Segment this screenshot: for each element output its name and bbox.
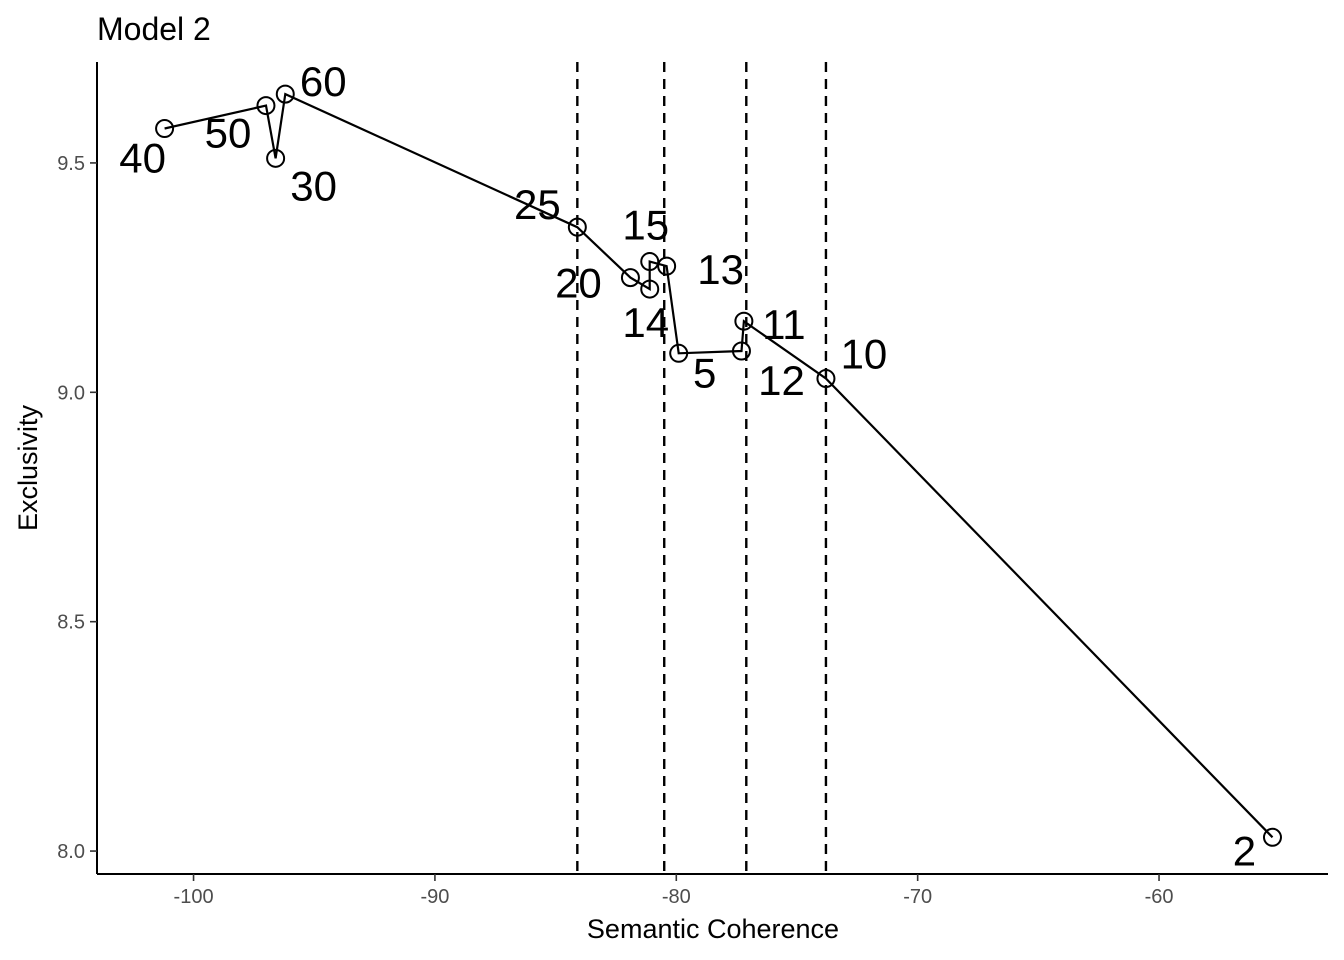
- x-tick-label: -100: [174, 886, 214, 908]
- data-point: [816, 369, 836, 389]
- point-label: 13: [697, 246, 744, 293]
- y-tick-label: 9.5: [57, 153, 85, 175]
- y-tick-label: 9.0: [57, 382, 85, 404]
- y-tick-label: 8.5: [57, 612, 85, 634]
- series-group: [164, 92, 1274, 839]
- point-label: 14: [622, 299, 669, 346]
- data-point: [734, 311, 754, 331]
- y-tick-label: 8.0: [57, 841, 85, 863]
- data-point: [620, 268, 640, 288]
- point-label: 20: [555, 260, 602, 307]
- data-point: [275, 84, 295, 104]
- data-point: [1262, 827, 1282, 847]
- x-tick-label: -70: [903, 886, 932, 908]
- data-point: [731, 341, 751, 361]
- x-tick-label: -60: [1145, 886, 1174, 908]
- reference-lines: [576, 62, 828, 874]
- points-group: [155, 84, 1282, 847]
- point-label: 25: [514, 181, 561, 228]
- point-label: 40: [119, 135, 166, 182]
- x-tick-label: -80: [662, 886, 691, 908]
- data-point: [640, 252, 660, 272]
- y-axis-title: Exclusivity: [13, 404, 43, 531]
- data-point: [669, 343, 689, 363]
- data-point: [657, 256, 677, 276]
- series-line: [164, 92, 1274, 839]
- x-tick-label: -90: [420, 886, 449, 908]
- point-label: 2: [1233, 827, 1256, 874]
- x-axis-ticks: -100 -90 -80 -70 -60: [174, 874, 1174, 908]
- point-label: 50: [205, 110, 252, 157]
- point-label: 10: [841, 331, 888, 378]
- x-axis-title: Semantic Coherence: [587, 914, 839, 944]
- data-point: [256, 96, 276, 116]
- y-axis-ticks: 8.0 8.5 9.0 9.5: [57, 153, 97, 863]
- point-label: 12: [758, 357, 805, 404]
- data-point: [567, 217, 587, 237]
- chart-title: Model 2: [97, 11, 211, 47]
- data-point: [640, 279, 660, 299]
- point-label: 11: [762, 301, 806, 348]
- data-point: [266, 148, 286, 168]
- point-label: 15: [622, 202, 669, 249]
- point-label: 60: [300, 58, 347, 105]
- point-label: 5: [693, 349, 716, 396]
- data-point: [155, 119, 175, 139]
- point-label: 30: [290, 162, 337, 209]
